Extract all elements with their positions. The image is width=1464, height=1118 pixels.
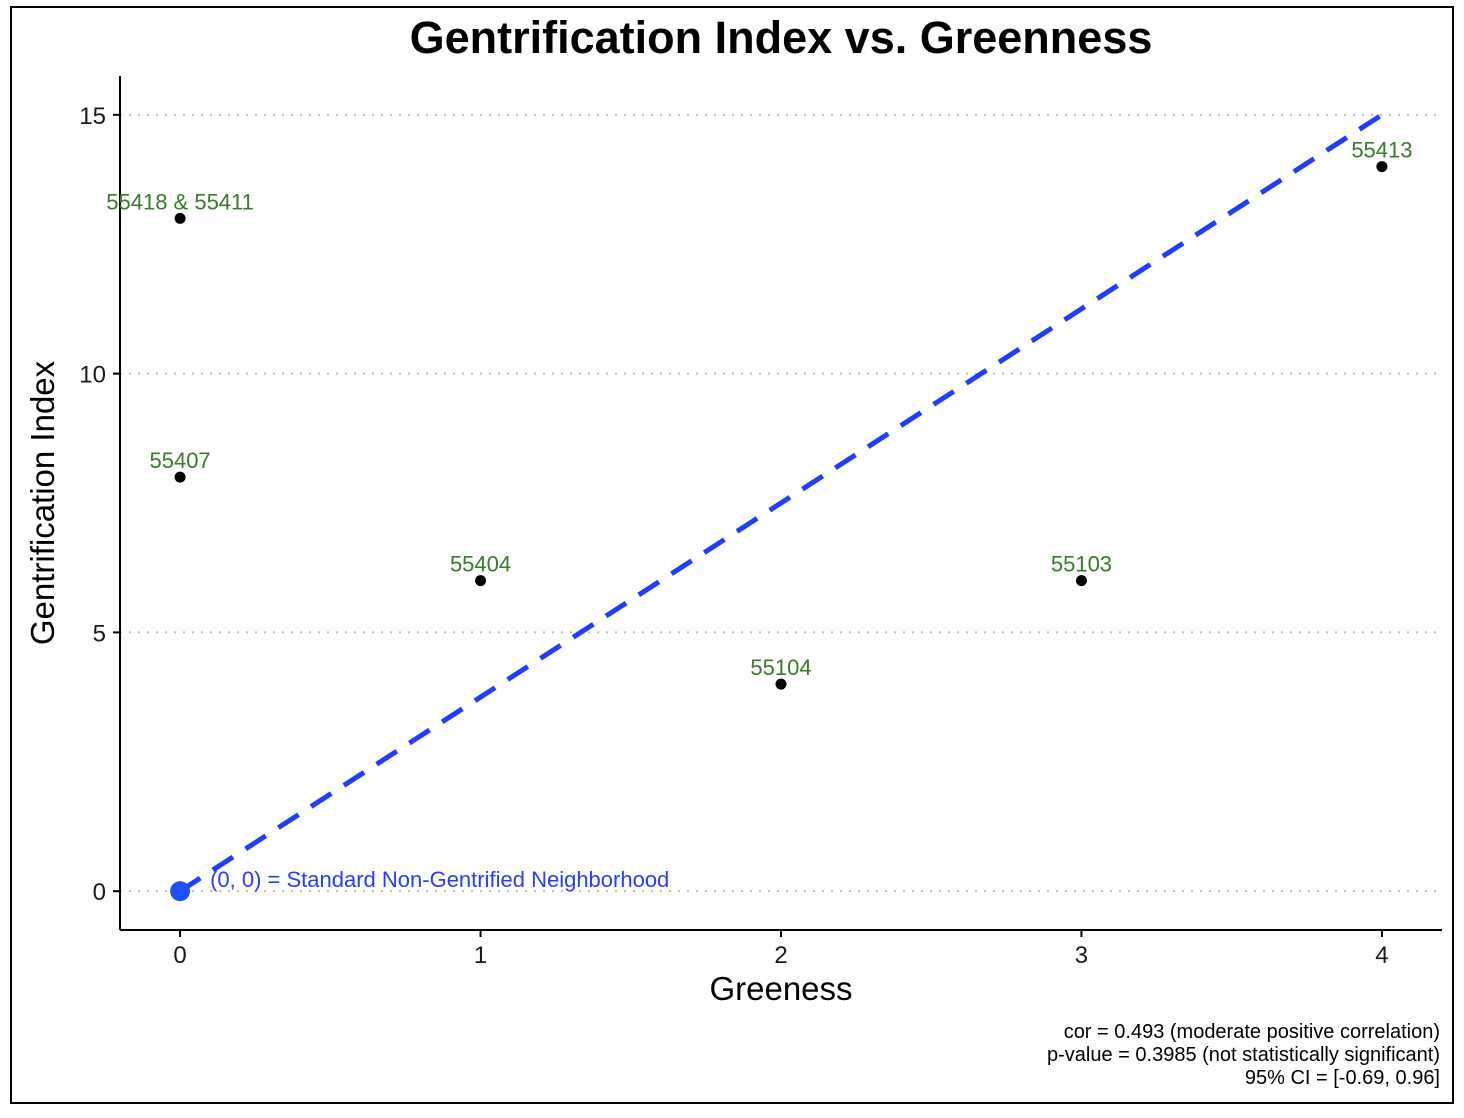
data-point <box>475 575 487 587</box>
data-point <box>1376 161 1388 173</box>
x-tick-label: 4 <box>1375 942 1388 969</box>
origin-marker-label: (0, 0) = Standard Non-Gentrified Neighbo… <box>210 867 669 892</box>
data-point-label: 55418 & 55411 <box>106 189 254 214</box>
reference-line <box>178 112 1384 894</box>
y-tick-label: 15 <box>79 103 106 130</box>
data-point-label: 55104 <box>750 655 811 680</box>
point-labels: 55418 & 55411 55407 55404 55104 55103 55413 <box>106 138 1412 681</box>
data-point <box>775 678 787 690</box>
y-tick-label: 10 <box>79 362 106 389</box>
data-point <box>174 471 186 483</box>
y-tick-label: 0 <box>93 879 106 906</box>
x-tick-label: 0 <box>173 942 186 969</box>
x-axis-title: Greeness <box>709 970 852 1007</box>
caption-line: p-value = 0.3985 (not statistically sign… <box>1047 1044 1440 1066</box>
caption-line: 95% CI = [-0.69, 0.96] <box>1245 1067 1440 1089</box>
x-tick-label: 2 <box>774 942 787 969</box>
y-axis-title: Gentrification Index <box>24 360 61 645</box>
x-tick-label: 3 <box>1075 942 1088 969</box>
data-points <box>174 161 1388 690</box>
origin-marker-group: (0, 0) = Standard Non-Gentrified Neighbo… <box>170 867 669 902</box>
chart-frame <box>10 6 1454 1104</box>
data-point-label: 55404 <box>450 552 511 577</box>
data-point-label: 55407 <box>149 448 210 473</box>
data-point <box>1075 575 1087 587</box>
x-tick-label: 1 <box>474 942 487 969</box>
data-point-label: 55413 <box>1351 138 1412 163</box>
reference-line-group <box>178 112 1384 894</box>
caption-line: cor = 0.493 (moderate positive correlati… <box>1064 1021 1440 1043</box>
stats-caption: cor = 0.493 (moderate positive correlati… <box>1047 1021 1440 1089</box>
axes: 0 5 10 15 0 1 2 3 4 <box>79 76 1442 969</box>
chart-title: Gentrification Index vs. Greenness <box>410 12 1153 63</box>
origin-marker <box>170 881 191 902</box>
data-point-label: 55103 <box>1051 552 1112 577</box>
data-point <box>174 212 186 224</box>
y-tick-label: 5 <box>93 620 106 647</box>
